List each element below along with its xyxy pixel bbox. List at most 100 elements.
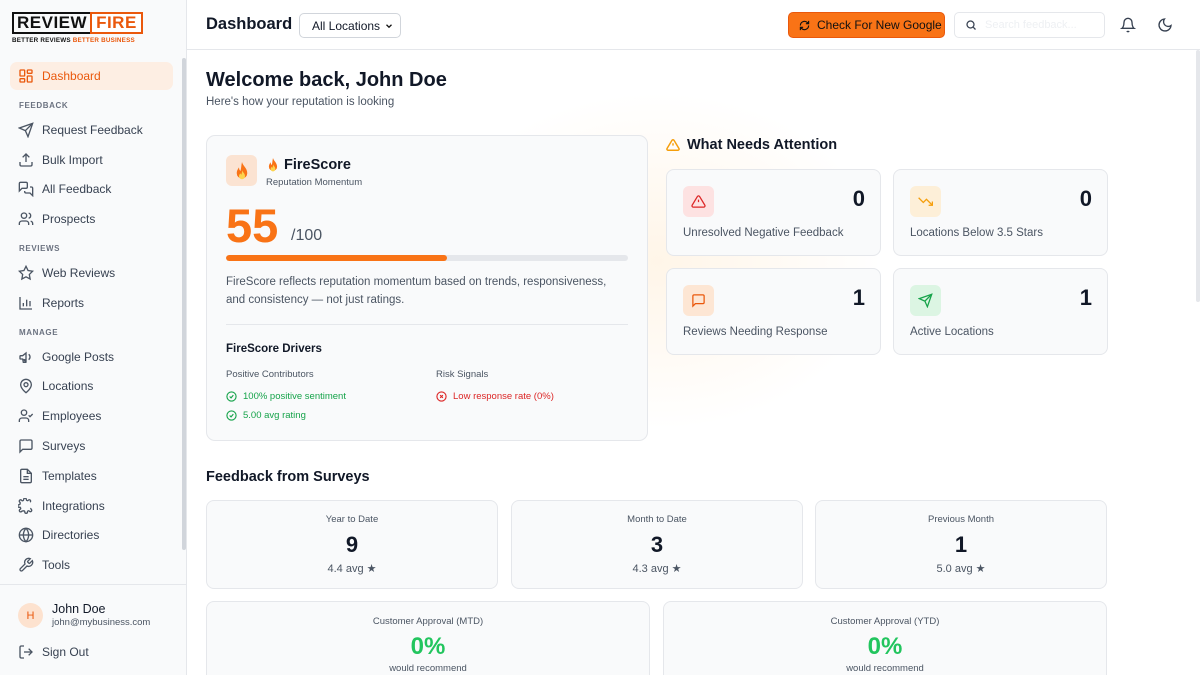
sidebar-scrollbar[interactable] [182, 58, 186, 550]
attention-title: What Needs Attention [666, 137, 837, 153]
sidebar-item-label: Templates [42, 468, 97, 483]
sidebar-item-web-reviews[interactable]: Web Reviews [10, 259, 173, 287]
risk-signals-title: Risk Signals [436, 369, 489, 380]
sidebar-item-all-feedback[interactable]: All Feedback [10, 175, 173, 203]
location-select-value: All Locations [312, 18, 381, 33]
search-input[interactable] [985, 19, 1095, 31]
bar-chart-icon [19, 296, 32, 310]
positive-driver-text: 5.00 avg rating [243, 410, 306, 421]
approval-card-ytd: Customer Approval (YTD) 0% would recomme… [663, 601, 1107, 675]
risk-signal: Low response rate (0%) [436, 391, 554, 402]
approval-card-mtd: Customer Approval (MTD) 0% would recomme… [206, 601, 650, 675]
location-select[interactable]: All Locations [299, 13, 401, 38]
survey-label: Month to Date [627, 514, 687, 525]
globe-icon [18, 527, 34, 544]
users-icon [18, 212, 34, 226]
user-profile[interactable]: H John Doe john@mybusiness.com Sign Out [0, 584, 186, 675]
section-reviews: REVIEWS [19, 243, 61, 253]
refresh-icon [799, 20, 810, 30]
positive-driver: 5.00 avg rating [226, 410, 306, 421]
moon-icon[interactable] [1157, 17, 1173, 33]
attention-icon-box [683, 186, 714, 217]
firescore-description: FireScore reflects reputation momentum b… [226, 276, 607, 306]
welcome-title: Welcome back, John Doe [206, 69, 447, 91]
section-feedback: FEEDBACK [19, 100, 69, 110]
attention-card-needs-response[interactable]: 1 Reviews Needing Response [666, 268, 881, 355]
logo-fire-text: FIRE [90, 12, 143, 34]
sidebar-item-label: Directories [42, 528, 100, 543]
sidebar-item-reports[interactable]: Reports [10, 289, 173, 317]
attention-label: Locations Below 3.5 Stars [910, 227, 1043, 239]
send-icon [918, 293, 933, 308]
survey-card-mtd: Month to Date 3 4.3 avg ★ [511, 500, 803, 589]
welcome-subtitle: Here's how your reputation is looking [206, 96, 395, 108]
sign-out-label: Sign Out [42, 645, 89, 659]
attention-label: Unresolved Negative Feedback [683, 227, 844, 239]
sidebar-item-prospects[interactable]: Prospects [10, 205, 173, 233]
positive-driver-text: 100% positive sentiment [243, 391, 346, 402]
sidebar-item-label: All Feedback [42, 182, 112, 197]
sidebar-item-employees[interactable]: Employees [10, 402, 173, 430]
sign-out-button[interactable]: Sign Out [18, 644, 89, 660]
sidebar-item-google-posts[interactable]: Google Posts [10, 343, 173, 371]
sidebar-item-label: Reports [42, 295, 85, 310]
attention-value: 1 [852, 285, 865, 310]
sidebar-item-tools[interactable]: Tools [10, 551, 173, 579]
sidebar-item-integrations[interactable]: Integrations [10, 492, 173, 520]
check-google-label: Check For New Google [817, 18, 942, 32]
main-content: Welcome back, John Doe Here's how your r… [187, 51, 1196, 675]
tagline-orange: BETTER BUSINESS [72, 37, 135, 44]
sidebar: REVIEW FIRE BETTER REVIEWS BETTER BUSINE… [0, 0, 187, 675]
upload-icon [19, 152, 33, 167]
survey-avg: 4.4 avg ★ [327, 563, 377, 575]
attention-label: Active Locations [910, 326, 994, 338]
sidebar-item-directories[interactable]: Directories [10, 521, 173, 549]
x-circle-icon [436, 391, 447, 402]
sidebar-item-label: Google Posts [42, 349, 115, 364]
check-google-button[interactable]: Check For New Google [788, 12, 945, 38]
sidebar-item-bulk-import[interactable]: Bulk Import [10, 146, 173, 174]
tagline-black: BETTER REVIEWS [12, 37, 71, 44]
star-icon [18, 264, 34, 281]
surveys-title: Feedback from Surveys [206, 469, 370, 485]
sidebar-item-dashboard[interactable]: Dashboard [10, 62, 173, 90]
approval-label: Customer Approval (YTD) [830, 616, 940, 627]
survey-card-previous-month: Previous Month 1 5.0 avg ★ [815, 500, 1107, 589]
sidebar-item-request-feedback[interactable]: Request Feedback [10, 116, 173, 144]
search-box[interactable] [954, 12, 1105, 38]
bell-icon[interactable] [1120, 17, 1136, 33]
attention-card-negative[interactable]: 0 Unresolved Negative Feedback [666, 169, 881, 256]
risk-signal-text: Low response rate (0%) [453, 391, 554, 402]
sidebar-item-templates[interactable]: Templates [10, 462, 173, 490]
brand-logo[interactable]: REVIEW FIRE BETTER REVIEWS BETTER BUSINE… [12, 12, 143, 46]
main-scrollbar[interactable] [1196, 50, 1200, 302]
approval-sub: would recommend [846, 663, 924, 674]
survey-value: 3 [650, 532, 664, 557]
check-circle-icon [226, 391, 237, 402]
approval-label: Customer Approval (MTD) [372, 616, 484, 627]
section-manage: MANAGE [19, 327, 59, 337]
page-title: Dashboard [206, 15, 293, 33]
approval-value: 0% [410, 633, 446, 660]
puzzle-icon [18, 497, 33, 514]
firescore-title: FireScore [266, 157, 351, 173]
survey-value: 1 [954, 532, 968, 557]
sidebar-item-label: Web Reviews [42, 265, 116, 280]
divider [226, 324, 628, 325]
file-text-icon [20, 468, 32, 484]
chat-bubbles-icon [18, 182, 34, 198]
firescore-progress-bar [226, 255, 628, 261]
positive-driver: 100% positive sentiment [226, 391, 346, 402]
survey-card-ytd: Year to Date 9 4.4 avg ★ [206, 500, 498, 589]
grid-icon [19, 69, 33, 83]
alert-triangle-icon [666, 139, 680, 151]
attention-icon-box [910, 186, 941, 217]
attention-title-text: What Needs Attention [687, 137, 838, 153]
sidebar-item-surveys[interactable]: Surveys [10, 432, 173, 460]
megaphone-icon [19, 351, 31, 363]
firescore-subtitle: Reputation Momentum [266, 177, 363, 188]
sidebar-item-locations[interactable]: Locations [10, 372, 173, 400]
search-icon [966, 20, 976, 30]
attention-card-low-stars[interactable]: 0 Locations Below 3.5 Stars [893, 169, 1108, 256]
attention-card-active-locations[interactable]: 1 Active Locations [893, 268, 1108, 355]
